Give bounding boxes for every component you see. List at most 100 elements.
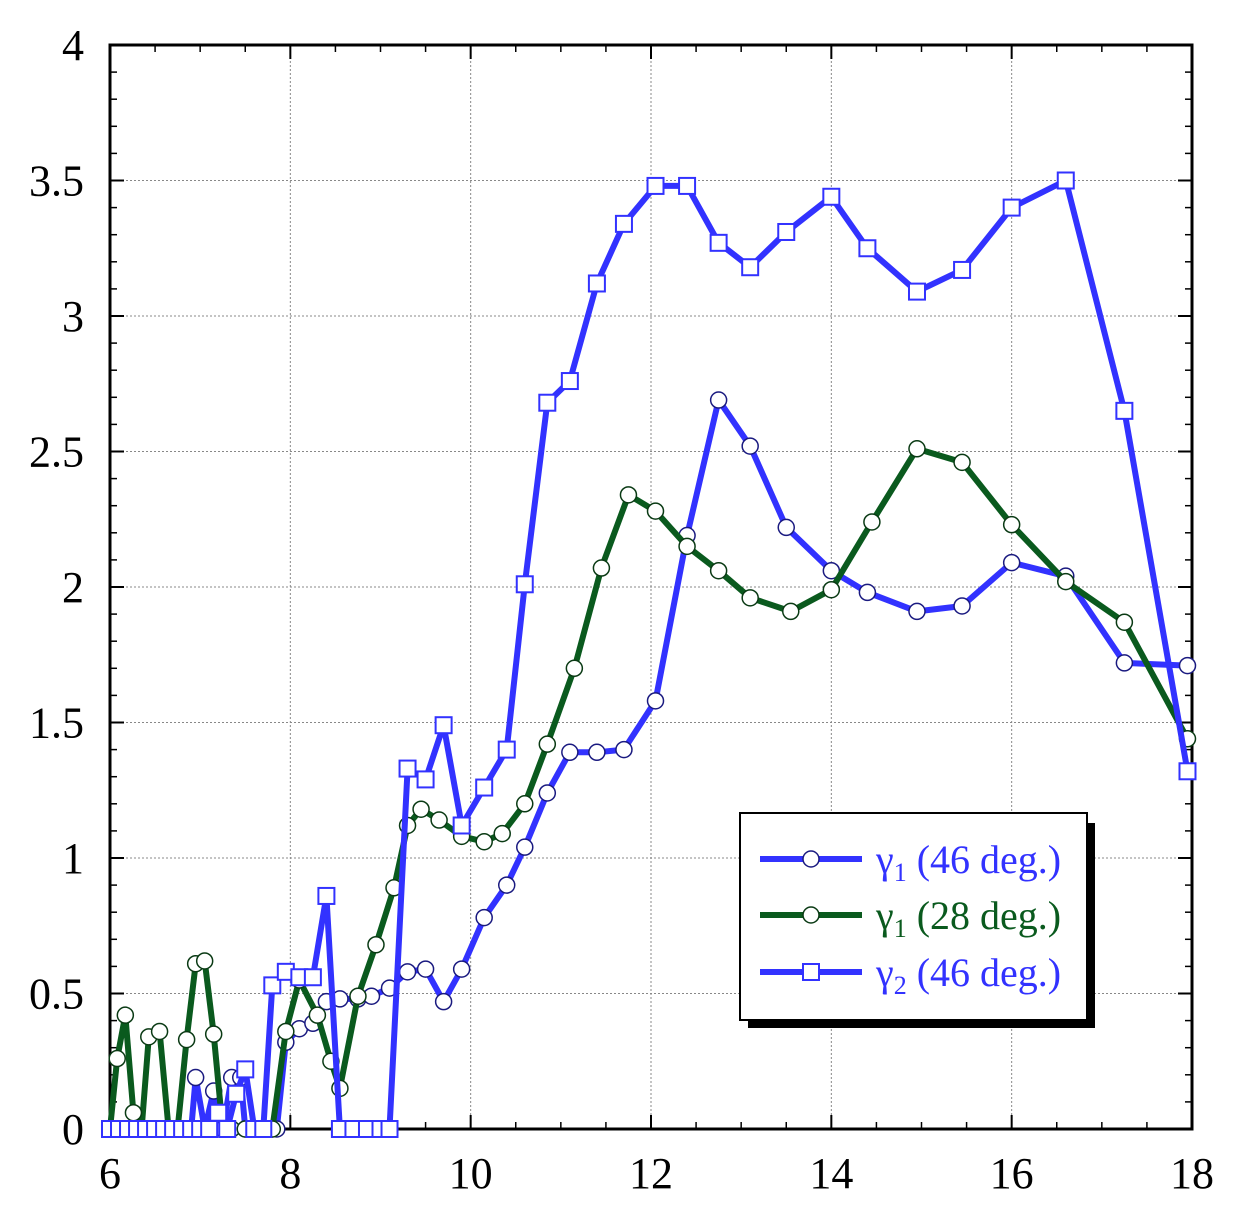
circle-marker	[592, 559, 611, 577]
circle-marker	[858, 583, 877, 602]
square-marker	[218, 1120, 237, 1138]
series-2	[101, 440, 1197, 1138]
square-marker	[1002, 198, 1021, 217]
circle-marker	[561, 743, 579, 762]
circle-marker	[953, 453, 971, 472]
square-marker	[1178, 762, 1197, 781]
y-tick-label: 4	[62, 21, 84, 70]
circle-marker	[116, 1006, 135, 1024]
square-marker	[209, 1103, 228, 1122]
x-tick-label: 14	[809, 1149, 853, 1198]
circle-marker	[565, 659, 584, 678]
circle-marker	[1057, 572, 1075, 591]
circle-marker	[497, 876, 516, 894]
circle-marker	[124, 1103, 143, 1122]
square-marker	[646, 176, 665, 195]
circle-marker	[678, 537, 696, 556]
circle-marker	[588, 743, 606, 762]
circle-marker	[863, 513, 881, 531]
legend-entry: γ2 (46 deg.)	[760, 950, 1061, 1000]
square-marker	[822, 187, 841, 206]
circle-marker	[1115, 613, 1134, 631]
circle-marker	[953, 597, 971, 615]
circle-marker	[349, 987, 367, 1005]
square-marker	[263, 976, 282, 995]
legend: γ1 (46 deg.)γ1 (28 deg.)γ2 (46 deg.)	[739, 812, 1095, 1028]
circle-marker	[430, 811, 448, 829]
square-marker	[858, 239, 877, 258]
circle-marker	[204, 1025, 223, 1043]
circle-marker	[822, 580, 841, 599]
legend-suffix: (28 deg.)	[907, 893, 1061, 938]
x-tick-labels: 6 8 10 12 14 16 18	[99, 1149, 1214, 1198]
circle-marker	[493, 824, 511, 843]
square-marker	[227, 1084, 246, 1103]
square-marker	[1115, 401, 1134, 420]
legend-symbol: γ	[875, 950, 894, 995]
x-tick-label: 16	[990, 1149, 1034, 1198]
series-lines	[101, 171, 1197, 1138]
y-tick-label: 2.5	[29, 428, 84, 477]
square-marker	[802, 963, 820, 981]
legend-symbol: γ	[875, 893, 894, 938]
circle-marker	[177, 1030, 196, 1049]
square-marker	[515, 575, 534, 594]
circle-marker	[709, 391, 728, 409]
y-tick-label: 3	[62, 292, 84, 341]
circle-marker	[538, 735, 557, 753]
legend-entry: γ1 (46 deg.)	[760, 837, 1061, 887]
circle-marker	[646, 502, 665, 520]
circle-marker	[1178, 656, 1197, 675]
circle-marker	[516, 838, 534, 856]
circle-marker	[782, 602, 800, 621]
legend-label: γ2 (46 deg.)	[875, 950, 1061, 1000]
circle-marker	[908, 440, 926, 458]
legend-symbol: γ	[875, 837, 894, 882]
circle-marker	[646, 692, 665, 710]
square-marker	[303, 968, 322, 987]
circle-marker	[1002, 553, 1021, 572]
square-marker	[236, 1060, 255, 1079]
y-tick-label: 1	[62, 834, 84, 883]
legend-suffix: (46 deg.)	[907, 950, 1061, 995]
circle-marker	[908, 602, 926, 621]
square-marker	[416, 770, 435, 789]
legend-subscript: 2	[894, 971, 907, 1000]
circle-marker	[1115, 654, 1134, 672]
x-tick-label: 6	[99, 1149, 121, 1198]
circle-marker	[619, 486, 638, 504]
circle-marker	[1002, 515, 1021, 534]
square-marker	[709, 233, 728, 252]
square-marker	[475, 778, 494, 797]
square-marker	[953, 260, 972, 279]
square-marker	[777, 222, 796, 241]
circle-marker	[802, 906, 820, 924]
square-marker	[452, 816, 471, 835]
x-tick-label: 18	[1170, 1149, 1214, 1198]
square-marker	[614, 214, 633, 233]
circle-marker	[367, 935, 385, 954]
square-marker	[560, 372, 579, 391]
circle-marker	[475, 832, 493, 851]
square-marker	[497, 740, 516, 759]
y-tick-labels: 0 0.5 1 1.5 2 2.5 3 3.5 4	[29, 21, 84, 1154]
legend-subscript: 1	[894, 858, 907, 887]
square-marker	[254, 1120, 273, 1138]
y-tick-label: 3.5	[29, 157, 84, 206]
circle-marker	[398, 963, 417, 981]
circle-marker	[475, 908, 493, 927]
square-marker	[1056, 171, 1075, 190]
square-marker	[587, 274, 606, 293]
x-tick-label: 8	[279, 1149, 301, 1198]
y-tick-label: 1.5	[29, 699, 84, 748]
square-marker	[741, 258, 760, 277]
circle-marker	[709, 561, 728, 580]
x-tick-label: 10	[449, 1149, 493, 1198]
square-marker	[317, 886, 336, 905]
circle-marker	[777, 518, 795, 537]
circle-marker	[741, 589, 759, 607]
legend-suffix: (46 deg.)	[907, 837, 1061, 882]
circle-marker	[516, 795, 534, 813]
legend-label: γ1 (28 deg.)	[875, 893, 1061, 943]
